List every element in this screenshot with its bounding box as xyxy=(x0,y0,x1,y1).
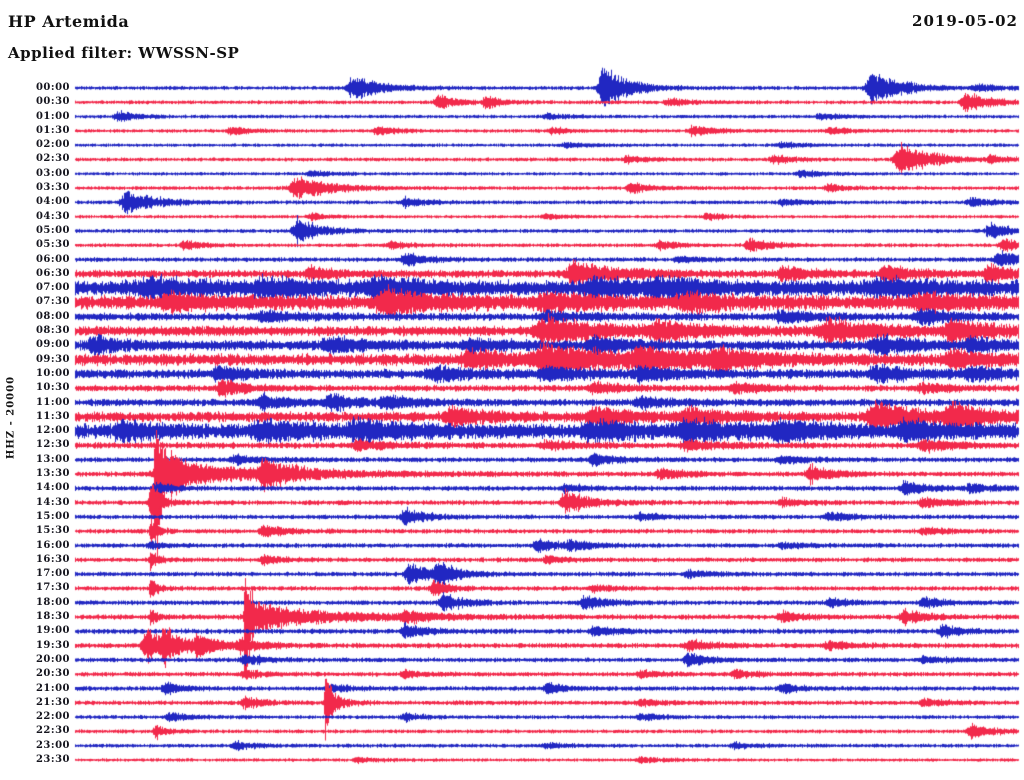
time-label: 10:00 xyxy=(35,367,70,379)
time-label: 18:30 xyxy=(35,611,70,623)
time-label: 11:00 xyxy=(35,396,70,408)
time-label: 08:30 xyxy=(35,325,70,337)
time-label: 06:00 xyxy=(35,253,70,265)
time-label: 00:30 xyxy=(35,96,70,108)
time-label: 13:30 xyxy=(35,468,70,480)
time-label: 16:30 xyxy=(35,553,70,565)
time-label: 09:30 xyxy=(35,353,70,365)
time-label: 15:00 xyxy=(35,510,70,522)
time-label: 05:30 xyxy=(35,239,70,251)
time-label: 21:30 xyxy=(35,696,70,708)
time-label: 02:30 xyxy=(35,153,70,165)
time-label: 22:30 xyxy=(35,725,70,737)
time-label: 16:00 xyxy=(35,539,70,551)
time-label: 19:30 xyxy=(35,639,70,651)
time-label: 05:00 xyxy=(35,224,70,236)
time-label: 07:30 xyxy=(35,296,70,308)
time-label: 07:00 xyxy=(35,282,70,294)
time-label: 11:30 xyxy=(35,410,70,422)
time-label: 03:30 xyxy=(35,182,70,194)
time-label: 22:00 xyxy=(35,711,70,723)
time-label: 19:00 xyxy=(35,625,70,637)
time-label: 15:30 xyxy=(35,525,70,537)
time-label: 12:30 xyxy=(35,439,70,451)
time-label: 14:00 xyxy=(35,482,70,494)
time-label: 18:00 xyxy=(35,596,70,608)
time-label: 03:00 xyxy=(35,167,70,179)
time-label: 12:00 xyxy=(35,425,70,437)
time-label: 08:00 xyxy=(35,310,70,322)
time-label: 23:00 xyxy=(35,739,70,751)
time-label: 01:30 xyxy=(35,124,70,136)
time-label: 09:00 xyxy=(35,339,70,351)
time-label: 06:30 xyxy=(35,267,70,279)
time-label: 21:00 xyxy=(35,682,70,694)
time-label: 02:00 xyxy=(35,139,70,151)
time-label: 04:30 xyxy=(35,210,70,222)
time-label: 20:00 xyxy=(35,653,70,665)
time-label: 20:30 xyxy=(35,668,70,680)
time-label: 10:30 xyxy=(35,382,70,394)
time-label: 13:00 xyxy=(35,453,70,465)
time-label: 17:30 xyxy=(35,582,70,594)
time-label: 17:00 xyxy=(35,568,70,580)
time-label: 14:30 xyxy=(35,496,70,508)
time-label: 01:00 xyxy=(35,110,70,122)
time-label: 23:30 xyxy=(35,754,70,765)
time-label: 00:00 xyxy=(35,82,70,93)
time-label: 04:00 xyxy=(35,196,70,208)
